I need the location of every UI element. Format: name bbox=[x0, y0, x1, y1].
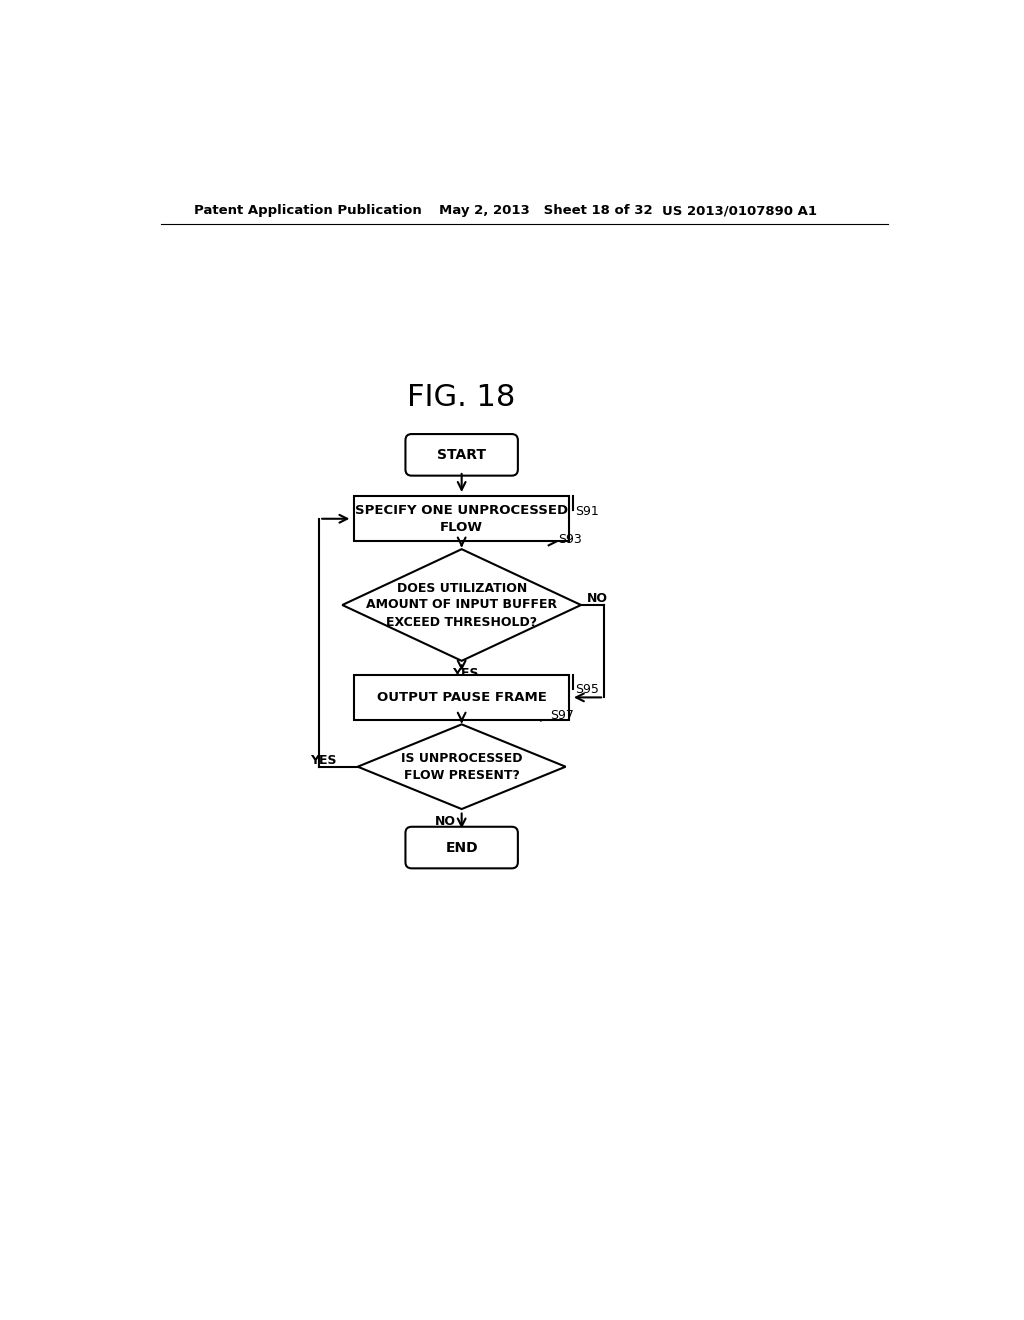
Text: FIG. 18: FIG. 18 bbox=[408, 383, 516, 412]
Text: YES: YES bbox=[310, 754, 336, 767]
Text: NO: NO bbox=[587, 593, 608, 606]
Text: US 2013/0107890 A1: US 2013/0107890 A1 bbox=[662, 205, 817, 218]
Text: May 2, 2013   Sheet 18 of 32: May 2, 2013 Sheet 18 of 32 bbox=[438, 205, 652, 218]
Text: SPECIFY ONE UNPROCESSED
FLOW: SPECIFY ONE UNPROCESSED FLOW bbox=[355, 504, 568, 533]
Text: S91: S91 bbox=[575, 504, 599, 517]
Text: S97: S97 bbox=[550, 709, 574, 722]
Bar bbox=[354, 496, 569, 541]
Polygon shape bbox=[342, 549, 581, 661]
Text: Patent Application Publication: Patent Application Publication bbox=[194, 205, 422, 218]
Text: S93: S93 bbox=[558, 533, 582, 546]
Text: S95: S95 bbox=[575, 684, 599, 696]
Text: DOES UTILIZATION
AMOUNT OF INPUT BUFFER
EXCEED THRESHOLD?: DOES UTILIZATION AMOUNT OF INPUT BUFFER … bbox=[367, 582, 557, 628]
Text: END: END bbox=[445, 841, 478, 854]
FancyBboxPatch shape bbox=[406, 826, 518, 869]
Text: NO: NO bbox=[434, 816, 456, 828]
Text: OUTPUT PAUSE FRAME: OUTPUT PAUSE FRAME bbox=[377, 690, 547, 704]
FancyBboxPatch shape bbox=[406, 434, 518, 475]
Bar bbox=[354, 675, 569, 719]
Text: START: START bbox=[437, 447, 486, 462]
Polygon shape bbox=[357, 725, 565, 809]
Text: IS UNPROCESSED
FLOW PRESENT?: IS UNPROCESSED FLOW PRESENT? bbox=[401, 751, 522, 781]
Text: YES: YES bbox=[453, 667, 479, 680]
